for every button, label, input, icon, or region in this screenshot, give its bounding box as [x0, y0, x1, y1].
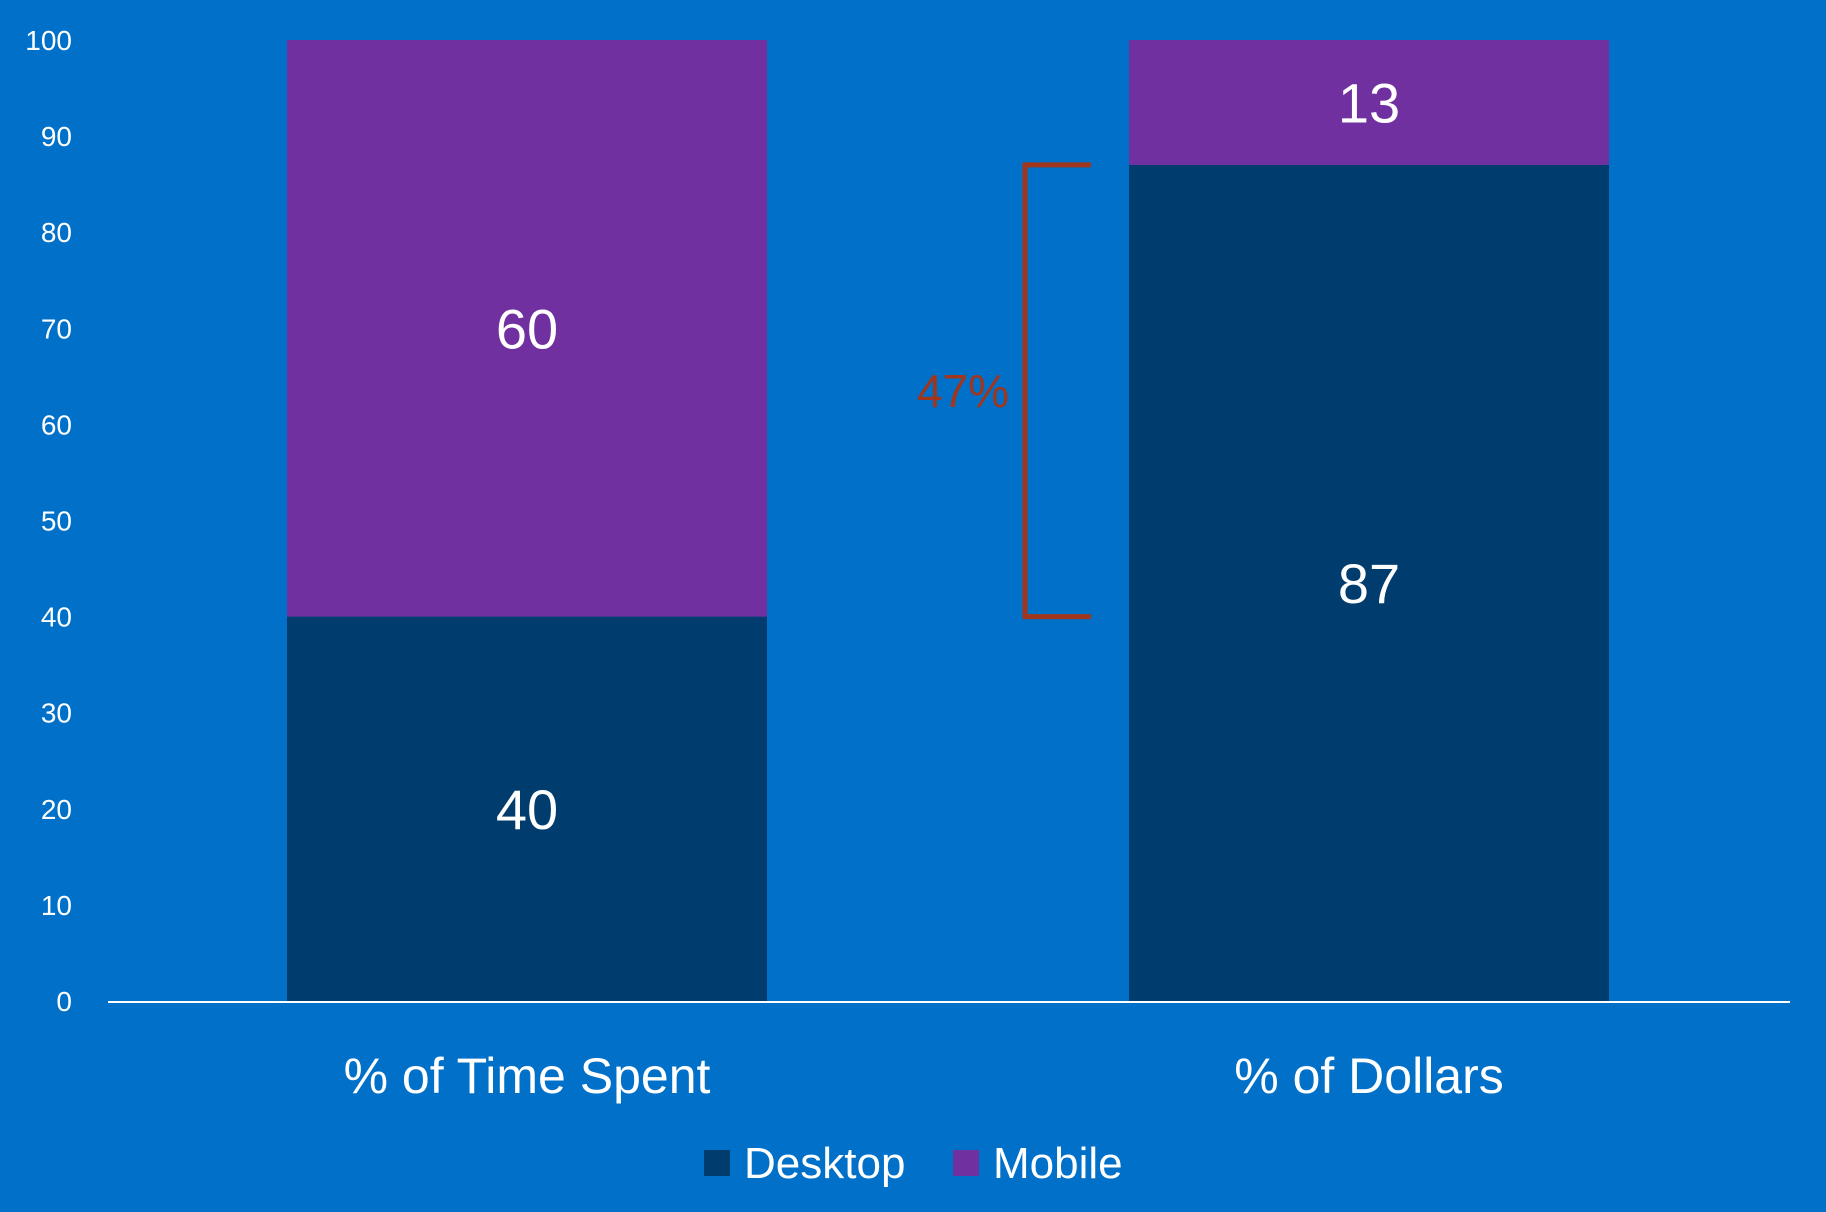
- legend-label-mobile: Mobile: [993, 1139, 1123, 1188]
- category-labels: % of Time Spent % of Dollars: [344, 1048, 1504, 1104]
- data-label-mobile-0: 60: [496, 297, 558, 360]
- bars: [287, 40, 1609, 1001]
- y-tick-label-60: 60: [41, 409, 72, 440]
- bar-mobile-1: [1129, 40, 1609, 165]
- y-tick-label-30: 30: [41, 698, 72, 729]
- legend-swatch-mobile: [953, 1150, 979, 1176]
- data-label-mobile-1: 13: [1338, 71, 1400, 134]
- bar-mobile-0: [287, 40, 767, 617]
- y-axis-ticks: 0 10 20 30 40 50 60 70 80 90 100: [25, 25, 72, 1017]
- y-tick-label-80: 80: [41, 217, 72, 248]
- data-label-desktop-1: 87: [1338, 552, 1400, 615]
- category-label-1: % of Dollars: [1234, 1048, 1504, 1104]
- y-tick-label-20: 20: [41, 794, 72, 825]
- y-tick-label-50: 50: [41, 506, 72, 537]
- legend: Desktop Mobile: [704, 1139, 1123, 1188]
- gap-annotation: 47%: [917, 162, 1091, 620]
- legend-label-desktop: Desktop: [744, 1139, 905, 1188]
- y-tick-label-10: 10: [41, 890, 72, 921]
- y-tick-label-40: 40: [41, 602, 72, 633]
- data-label-desktop-0: 40: [496, 778, 558, 841]
- y-tick-label-70: 70: [41, 313, 72, 344]
- gap-bracket: [1022, 162, 1091, 620]
- bar-desktop-0: [287, 616, 767, 1001]
- y-tick-label-100: 100: [25, 25, 72, 56]
- category-label-0: % of Time Spent: [344, 1048, 711, 1104]
- legend-swatch-desktop: [704, 1150, 730, 1176]
- data-labels: 40 60 87 13: [496, 71, 1400, 840]
- bar-desktop-1: [1129, 164, 1609, 1001]
- y-tick-label-90: 90: [41, 121, 72, 152]
- gap-annotation-label: 47%: [917, 365, 1009, 417]
- y-tick-label-0: 0: [56, 986, 72, 1017]
